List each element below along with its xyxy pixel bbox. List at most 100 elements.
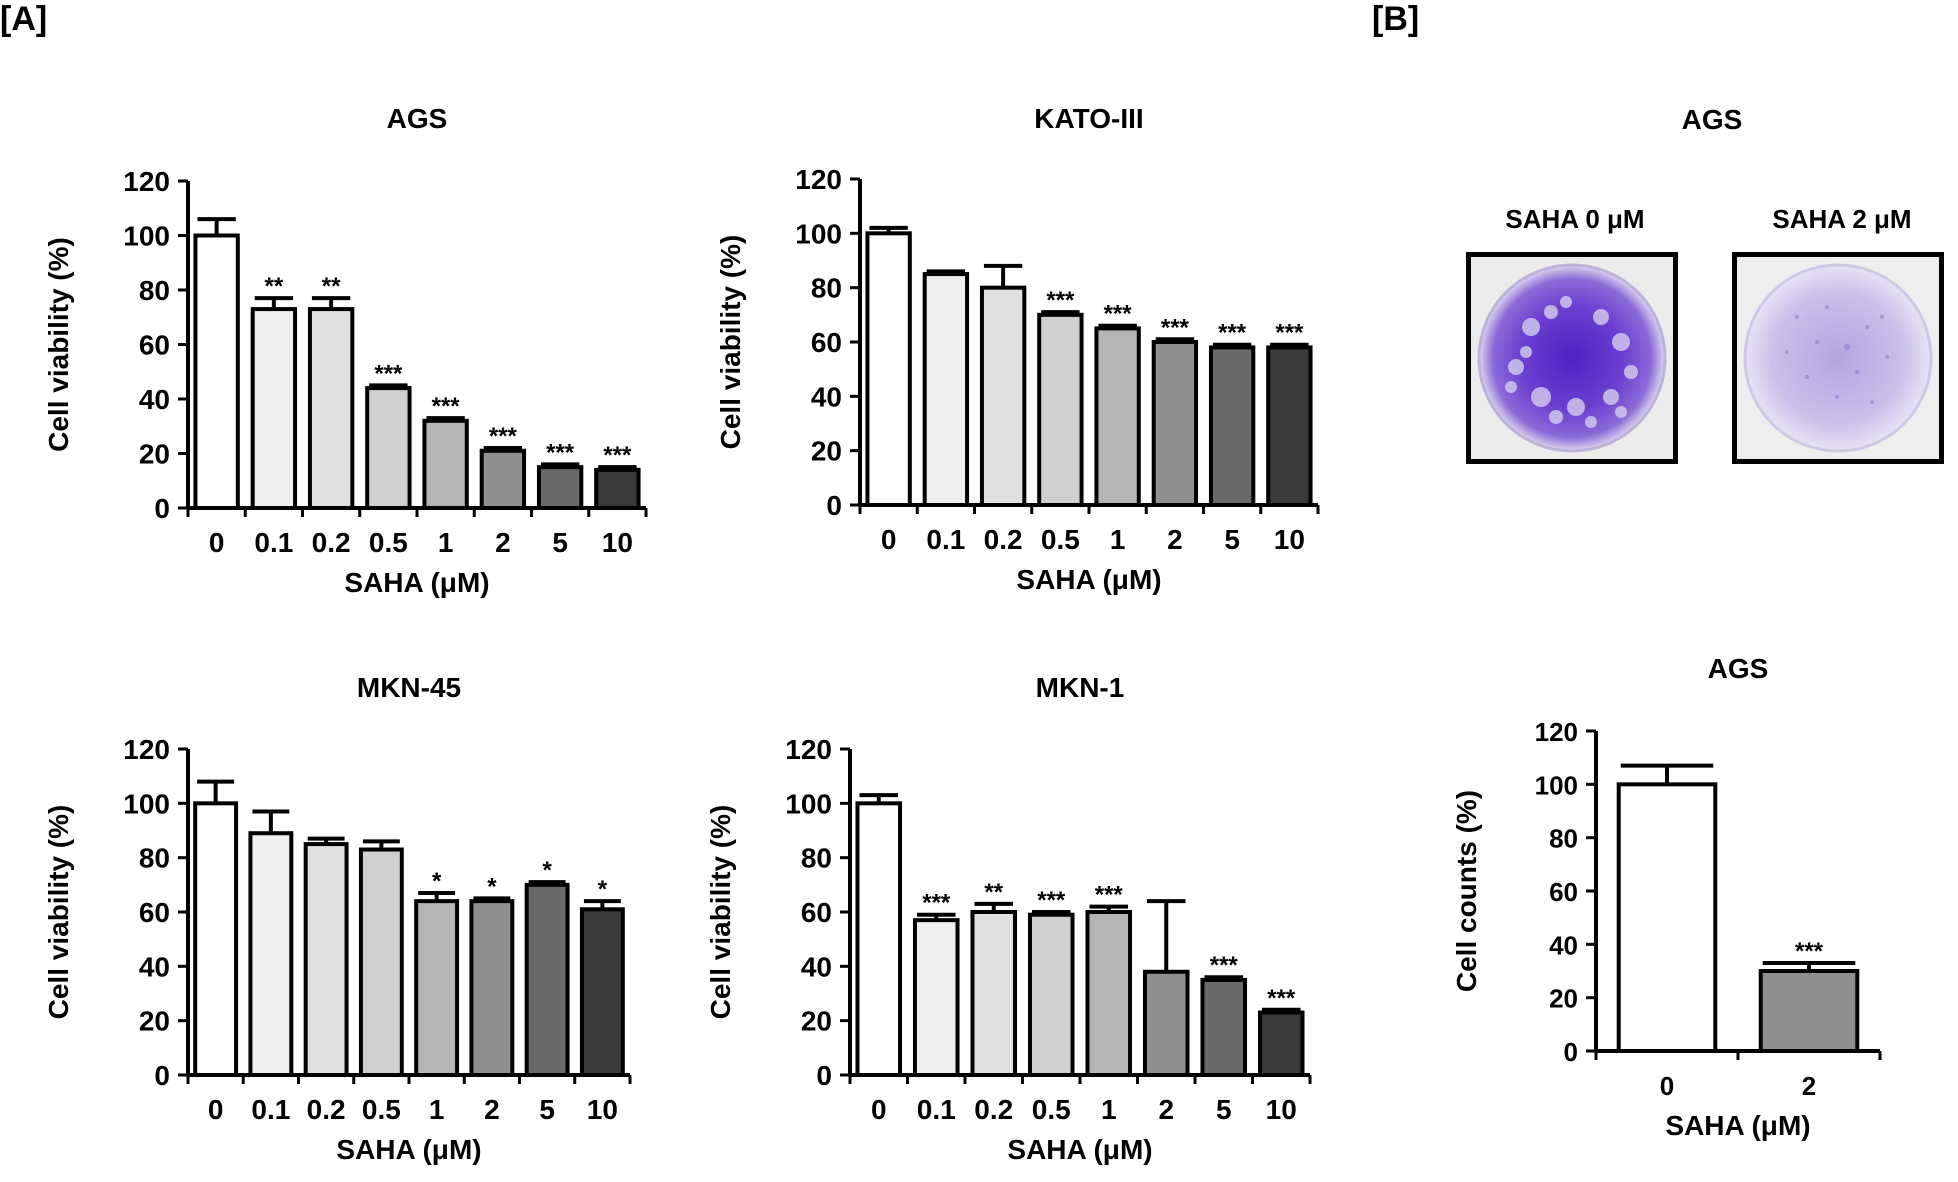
significance-label: *** [1267, 985, 1296, 1012]
significance-label: ** [322, 273, 341, 300]
significance-label: *** [1161, 314, 1190, 341]
bar [1257, 1010, 1305, 1077]
x-tick-label: 10 [602, 527, 633, 558]
y-tick-label: 80 [139, 275, 170, 306]
bar [579, 907, 625, 1077]
dish-treated-drawing [1737, 257, 1939, 459]
bar [248, 831, 294, 1078]
chart-title: AGS [387, 103, 448, 134]
y-tick-label: 100 [123, 221, 170, 252]
x-tick-label: 2 [484, 1094, 500, 1125]
y-axis-title: Cell viability (%) [43, 805, 74, 1020]
y-tick-label: 60 [139, 330, 170, 361]
x-tick-label: 5 [552, 527, 568, 558]
y-tick-label: 40 [139, 384, 170, 415]
significance-label: *** [374, 360, 403, 387]
significance-label: *** [1275, 320, 1304, 347]
x-axis-title: SAHA (μM) [1665, 1110, 1810, 1141]
x-tick-label: 0.5 [362, 1094, 401, 1125]
y-tick-label: 0 [1564, 1037, 1578, 1067]
significance-label: ** [984, 879, 1003, 906]
y-tick-label: 20 [139, 439, 170, 470]
x-tick-label: 0 [208, 1094, 224, 1125]
x-tick-label: 0 [871, 1094, 887, 1125]
y-tick-label: 40 [1549, 930, 1578, 960]
y-axis-title: Cell viability (%) [715, 235, 746, 450]
x-tick-label: 0 [881, 524, 897, 555]
y-tick-label: 80 [139, 843, 170, 874]
dish-label-2: SAHA 2 μM [1772, 204, 1912, 234]
bar [865, 231, 912, 507]
y-tick-label: 0 [816, 1060, 832, 1091]
significance-label: *** [546, 439, 575, 466]
bar [594, 467, 641, 511]
chart-counts: AGS 0 20 40 60 80 100 120 Cell counts (%) 0 *** 2 SA… [1451, 653, 1882, 1141]
y-tick-label: 40 [139, 951, 170, 982]
y-tick-label: 60 [811, 327, 842, 358]
x-tick-label: 2 [1167, 524, 1183, 555]
x-tick-label: 0.2 [984, 524, 1023, 555]
x-tick-label: 0 [1660, 1071, 1674, 1101]
x-tick-label: 1 [1110, 524, 1126, 555]
y-tick-label: 60 [1549, 877, 1578, 907]
y-tick-label: 80 [1549, 824, 1578, 854]
significance-label: *** [1046, 287, 1075, 314]
significance-label: * [487, 873, 497, 900]
y-tick-label: 20 [139, 1006, 170, 1037]
y-tick-label: 120 [795, 164, 842, 195]
x-tick-label: 0.1 [917, 1094, 956, 1125]
bar [979, 285, 1027, 507]
x-axis-title: SAHA (μM) [1016, 564, 1161, 595]
y-axis-title: Cell viability (%) [43, 237, 74, 452]
x-axis-title: SAHA (μM) [1007, 1134, 1152, 1165]
y-tick-label: 80 [811, 273, 842, 304]
x-tick-label: 0.2 [307, 1094, 346, 1125]
bar [912, 918, 960, 1078]
chart-title: MKN-1 [1036, 672, 1125, 703]
y-tick-label: 0 [154, 1060, 170, 1091]
x-tick-label: 2 [1802, 1071, 1816, 1101]
bar [855, 801, 903, 1077]
chart-title: KATO-III [1034, 103, 1143, 134]
x-tick-label: 0.2 [312, 527, 351, 558]
chart-ags: AGS 0 20 40 60 80 100 120 Cell viability (%) 0 ** 0… [43, 103, 648, 598]
bar [524, 882, 570, 1077]
y-tick-label: 20 [1549, 984, 1578, 1014]
y-tick-label: 100 [795, 218, 842, 249]
significance-label: *** [922, 890, 951, 917]
dish-control-drawing [1471, 257, 1673, 459]
bar [1094, 326, 1141, 507]
bar [1200, 977, 1248, 1078]
significance-label: *** [1095, 882, 1124, 909]
x-tick-label: 10 [587, 1094, 618, 1125]
significance-label: * [598, 876, 608, 903]
bar [479, 448, 527, 510]
y-tick-label: 100 [1535, 770, 1578, 800]
x-tick-label: 0.2 [974, 1094, 1013, 1125]
bar [1616, 782, 1718, 1053]
y-tick-label: 100 [785, 788, 832, 819]
x-tick-label: 2 [495, 527, 511, 558]
x-axis-title: SAHA (μM) [336, 1134, 481, 1165]
x-tick-label: 1 [429, 1094, 445, 1125]
colony-assay-title: AGS [1681, 104, 1743, 135]
x-tick-label: 0.1 [251, 1094, 290, 1125]
y-tick-label: 20 [811, 436, 842, 467]
x-tick-label: 0.5 [369, 527, 408, 558]
significance-label: * [432, 868, 442, 895]
significance-label: *** [432, 393, 461, 420]
bar [1758, 969, 1860, 1053]
y-tick-label: 80 [801, 843, 832, 874]
x-tick-label: 10 [1266, 1094, 1297, 1125]
bar [1037, 312, 1084, 508]
significance-label: * [542, 857, 552, 884]
x-tick-label: 1 [438, 527, 454, 558]
y-axis-title: Cell counts (%) [1451, 790, 1482, 992]
bar [193, 801, 239, 1077]
significance-label: *** [603, 442, 632, 469]
y-tick-label: 120 [123, 734, 170, 765]
y-tick-label: 20 [801, 1006, 832, 1037]
